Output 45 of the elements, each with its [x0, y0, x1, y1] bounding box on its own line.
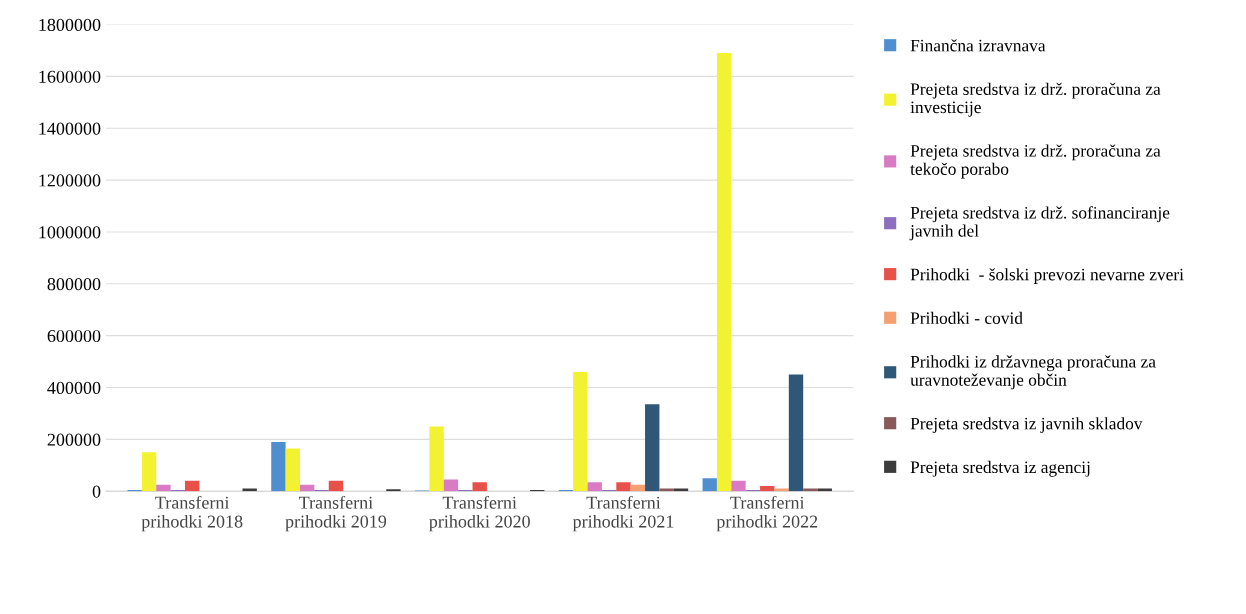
y-tick-label: 1400000 [39, 122, 101, 135]
bar [616, 482, 631, 492]
y-tick-label: 800000 [47, 278, 101, 291]
bar [645, 404, 660, 492]
y-tick-label: 1000000 [39, 226, 101, 239]
bar [716, 53, 732, 492]
y-tick-label: 1800000 [39, 18, 101, 31]
bar [731, 480, 746, 492]
y-tick-label: 200000 [47, 433, 101, 446]
bar [788, 374, 804, 492]
legend-label: Prihodki - covid [910, 311, 1023, 325]
y-tick-label: 600000 [47, 329, 101, 343]
legend-label: Finančna izravnava [910, 39, 1046, 52]
legend-label: Prihodki - šolski prevozi nevarne zveri [910, 268, 1184, 284]
bar [328, 480, 344, 492]
bar [156, 484, 171, 492]
x-tick-label: Transferni prihodki 2022 [716, 495, 818, 532]
y-tick-label: 1600000 [39, 70, 101, 83]
x-tick-label: Transferni prihodki 2021 [572, 495, 674, 532]
bar [472, 482, 487, 492]
bar [285, 448, 300, 492]
x-tick-label: Transferni prihodki 2019 [285, 495, 387, 532]
bar [429, 426, 444, 492]
legend-label: Prihodki iz državnega proračuna za uravnoteževanje občin [910, 355, 1156, 390]
bar [184, 480, 200, 492]
legend-label: Prejeta sredstva iz agencij [910, 460, 1090, 477]
bar [443, 479, 459, 492]
bar [702, 478, 717, 492]
bar [760, 486, 775, 492]
bar [573, 371, 588, 492]
bar [630, 484, 646, 492]
bar [587, 482, 602, 492]
x-tick-label: Transferni prihodki 2020 [429, 495, 530, 532]
bar [300, 484, 315, 492]
y-tick-label: 400000 [47, 381, 101, 394]
y-tick-label: 0 [92, 485, 101, 498]
legend-label: Prejeta sredstva iz drž. proračuna za investicije [910, 82, 1161, 117]
bar [141, 452, 157, 492]
bar [386, 489, 401, 492]
y-tick-label: 1200000 [39, 174, 101, 187]
legend-label: Prejeta sredstva iz javnih skladov [910, 417, 1143, 433]
x-tick-label: Transferni prihodki 2018 [141, 495, 243, 532]
legend-label: Prejeta sredstva iz drž. sofinanciranje javnih del [909, 206, 1170, 241]
bar [271, 441, 286, 492]
legend-label: Prejeta sredstva iz drž. proračuna za tekočo porabo [910, 144, 1161, 179]
